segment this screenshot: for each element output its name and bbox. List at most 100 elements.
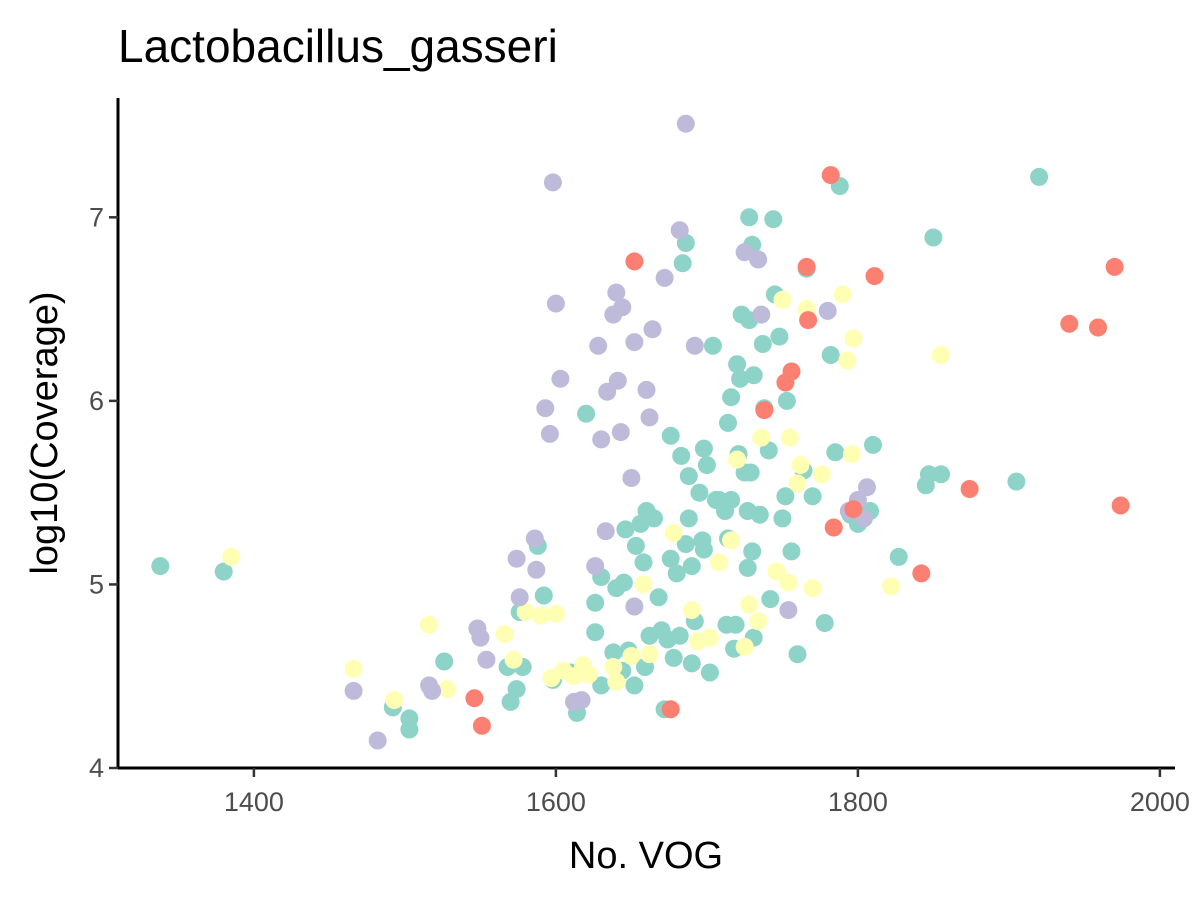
data-point-s0-56 [694, 439, 713, 458]
data-point-s0-42 [667, 564, 686, 583]
data-point-s1-10 [546, 604, 565, 623]
data-point-s0-40 [661, 426, 680, 445]
data-point-s1-3 [420, 615, 439, 634]
data-point-s3-8 [799, 311, 818, 330]
data-point-s1-44 [882, 577, 901, 596]
data-point-s0-8 [507, 680, 526, 699]
data-point-s0-53 [690, 483, 709, 502]
data-point-s2-3 [423, 681, 442, 700]
data-point-s1-25 [722, 531, 741, 550]
data-point-s0-108 [889, 547, 908, 566]
y-tick-label: 4 [89, 753, 104, 783]
data-point-s2-33 [643, 320, 662, 339]
data-point-s2-30 [625, 333, 644, 352]
data-point-s2-27 [613, 298, 632, 317]
data-point-s0-30 [634, 553, 653, 572]
data-point-s3-1 [472, 716, 491, 735]
data-point-s3-7 [797, 257, 816, 276]
data-point-s2-15 [551, 369, 570, 388]
data-point-s0-49 [679, 509, 698, 528]
data-point-s0-85 [753, 335, 772, 353]
data-point-s3-11 [844, 500, 863, 519]
data-point-s3-15 [1060, 314, 1079, 333]
data-point-s0-16 [577, 404, 596, 423]
data-point-s0-101 [821, 346, 840, 364]
data-point-s0-44 [672, 446, 691, 465]
data-point-s1-26 [728, 450, 747, 469]
data-point-s2-39 [749, 250, 768, 269]
data-point-s1-6 [504, 650, 523, 669]
data-point-s0-92 [773, 509, 792, 528]
x-axis-title: No. VOG [569, 835, 723, 877]
data-point-s0-112 [932, 465, 950, 484]
data-point-s0-4 [400, 720, 419, 739]
data-point-s0-94 [777, 391, 796, 410]
data-point-s0-5 [435, 652, 454, 671]
data-point-s1-5 [495, 625, 514, 643]
data-point-s2-25 [608, 371, 627, 390]
data-point-s2-5 [471, 628, 490, 647]
data-point-s2-14 [546, 294, 565, 313]
data-point-s2-17 [572, 691, 591, 710]
y-axis-title: log10(Coverage) [24, 291, 66, 574]
data-point-s0-12 [534, 586, 553, 605]
y-tick-label: 5 [89, 569, 104, 599]
data-point-s1-14 [580, 665, 599, 684]
data-point-s3-16 [1089, 318, 1107, 337]
data-point-s1-8 [531, 606, 550, 625]
data-point-s0-99 [803, 487, 822, 506]
data-point-s0-27 [625, 676, 644, 695]
data-point-s0-17 [586, 623, 605, 642]
data-point-s0-70 [728, 355, 747, 374]
data-point-s1-16 [607, 672, 626, 691]
data-point-s1-41 [838, 351, 857, 370]
data-point-s1-0 [222, 547, 241, 566]
data-point-s2-40 [752, 305, 771, 324]
x-tick-label: 1800 [828, 787, 888, 817]
data-point-s2-7 [507, 549, 526, 568]
data-point-s1-17 [622, 647, 641, 665]
data-point-s0-35 [649, 588, 668, 607]
data-point-s1-20 [664, 524, 683, 542]
data-point-s1-45 [932, 346, 950, 364]
data-point-s1-39 [812, 465, 831, 484]
data-point-s3-17 [1105, 257, 1124, 276]
data-point-s1-18 [634, 575, 653, 594]
data-point-s2-20 [592, 430, 611, 449]
x-axis-ticks: 1400 1600 1800 2000 [224, 768, 1190, 817]
data-point-s3-10 [824, 518, 843, 537]
data-point-s1-29 [749, 612, 768, 631]
data-point-s1-24 [710, 553, 728, 572]
data-point-s1-43 [844, 329, 863, 348]
data-point-s0-43 [670, 626, 689, 645]
data-point-s2-13 [543, 173, 562, 192]
data-point-s0-34 [645, 509, 663, 528]
y-tick-label: 7 [89, 202, 104, 232]
data-point-s1-27 [735, 637, 754, 656]
data-point-s2-32 [640, 408, 659, 427]
data-point-s1-35 [788, 474, 807, 493]
data-point-s3-12 [865, 267, 884, 286]
data-point-s3-14 [960, 480, 979, 498]
data-point-s3-13 [912, 564, 931, 583]
data-point-s0-58 [700, 663, 719, 682]
data-point-s1-1 [344, 659, 363, 678]
data-point-s0-89 [764, 210, 783, 229]
data-point-s1-30 [752, 428, 771, 447]
data-point-s1-38 [803, 579, 822, 598]
data-point-s0-67 [722, 491, 741, 509]
data-point-s2-21 [596, 522, 615, 541]
data-point-s0-113 [1007, 472, 1026, 491]
data-point-s0-81 [743, 542, 762, 561]
y-axis-ticks: 4 5 6 7 [89, 202, 118, 783]
data-point-s1-32 [773, 290, 792, 309]
x-tick-label: 1400 [224, 787, 284, 817]
data-point-s2-31 [637, 380, 656, 399]
data-point-s0-76 [738, 558, 757, 577]
data-point-s0-82 [744, 366, 763, 385]
data-point-s2-19 [589, 336, 608, 355]
data-point-s0-24 [614, 573, 633, 592]
data-point-s0-100 [815, 614, 834, 632]
data-point-s3-3 [661, 700, 680, 719]
data-point-s1-40 [833, 285, 852, 304]
